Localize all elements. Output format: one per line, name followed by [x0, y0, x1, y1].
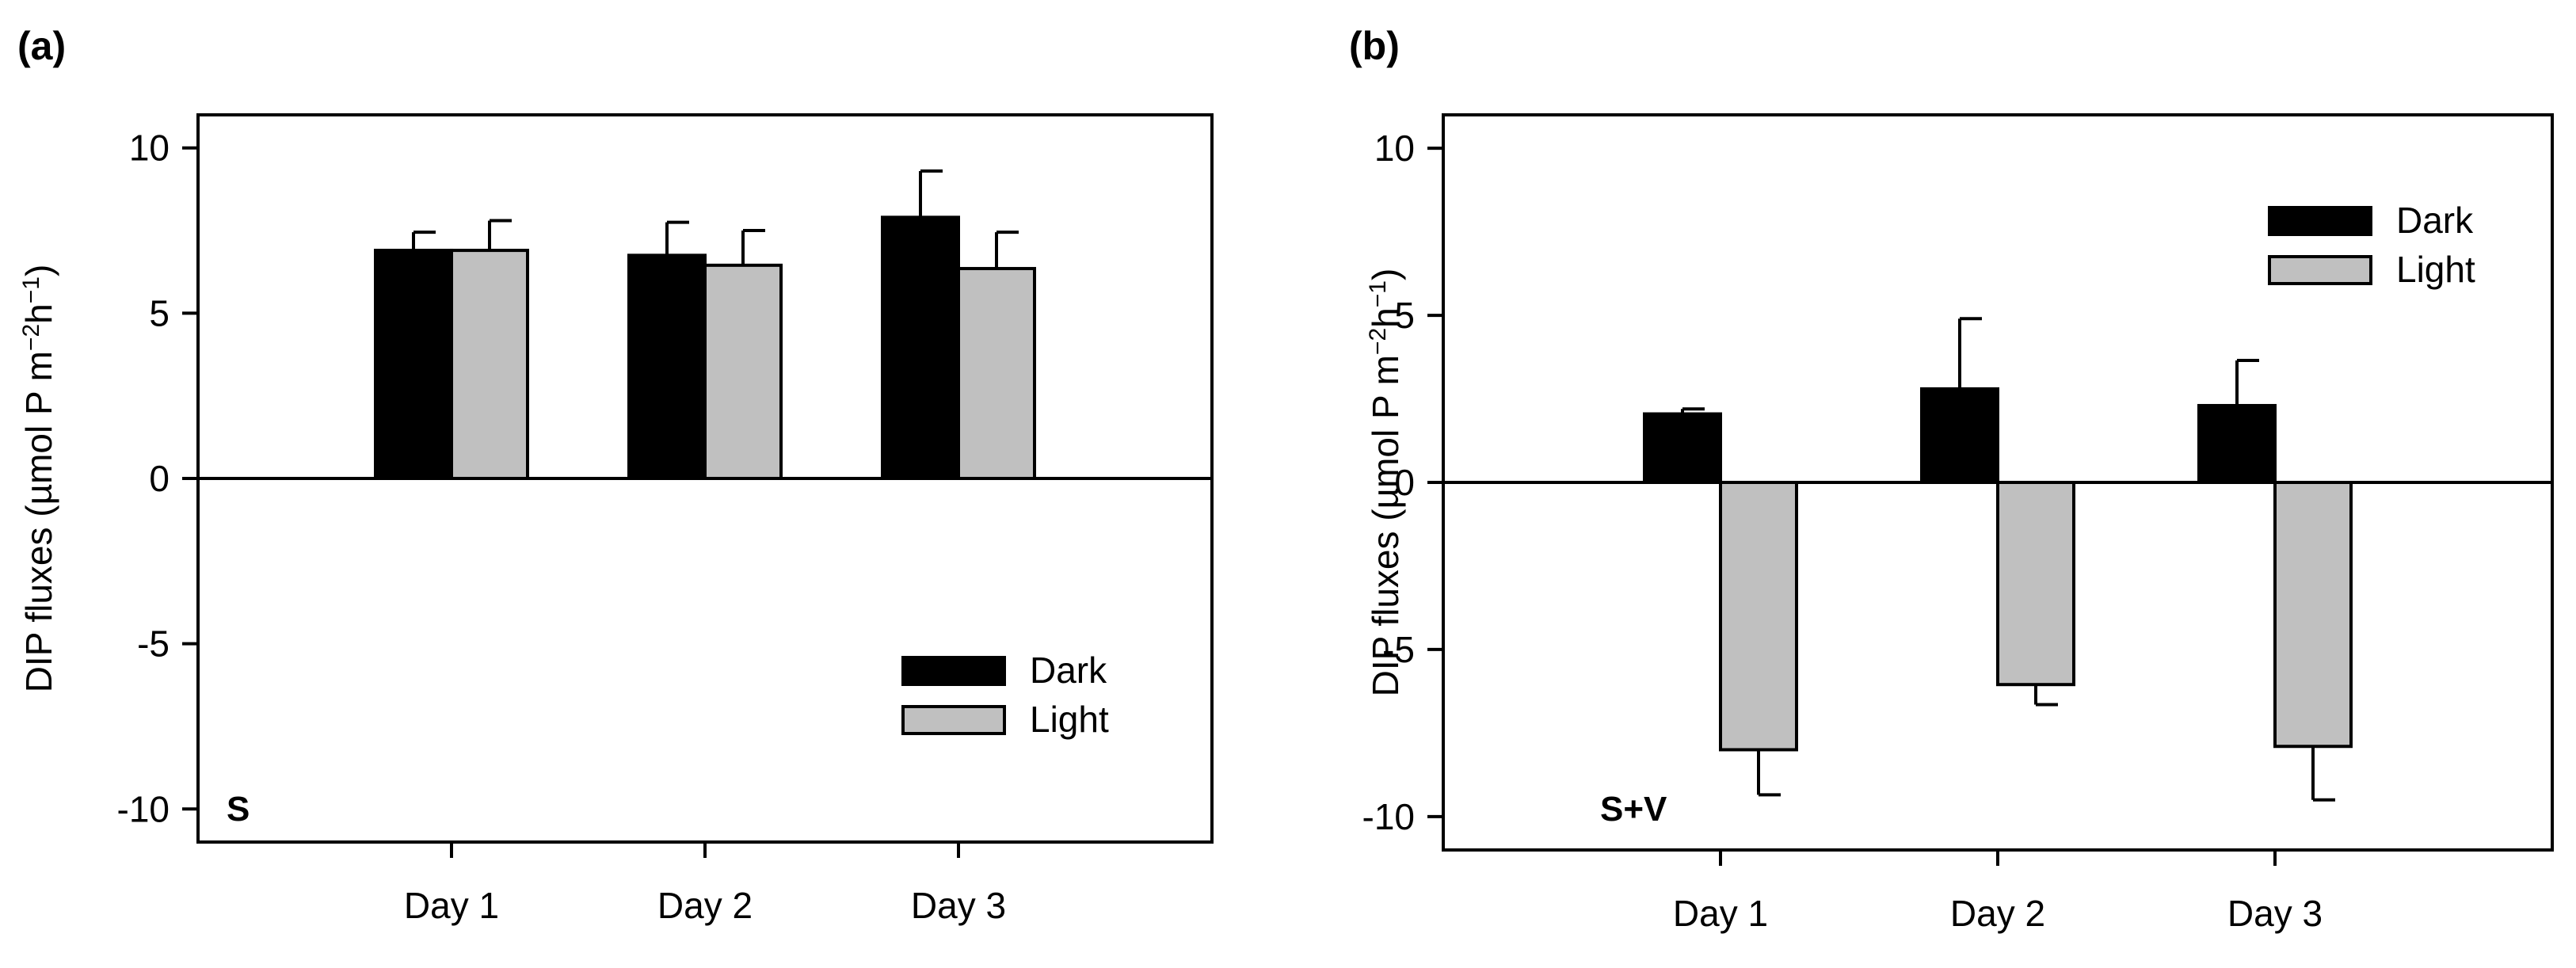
y-tick-label: -5	[137, 623, 170, 665]
legend-label-light: Light	[1030, 699, 1109, 740]
y-tick-label: 5	[149, 292, 170, 333]
panel-treatment-label: S+V	[1600, 790, 1667, 829]
bar-dark-1	[1643, 412, 1722, 485]
bar-dark-3	[2197, 403, 2277, 484]
legend-label-dark: Dark	[2396, 200, 2474, 241]
bar-dark-2	[627, 253, 707, 480]
legend-swatch-light	[2268, 255, 2372, 285]
panel-letter: (b)	[1349, 24, 1400, 68]
chart-panel-a: (a) -10 -5 0 5 10 Day 1 Day 2 Day 3 DIP fluxes (µ…	[17, 24, 1214, 926]
y-tick-label: -10	[1362, 796, 1415, 837]
x-tick-label: Day 3	[2227, 893, 2323, 934]
legend-label-light: Light	[2396, 249, 2475, 290]
x-tick-label: Day 2	[657, 885, 753, 926]
bar-dark-1	[374, 249, 453, 480]
y-tick-label: -10	[117, 788, 170, 829]
y-tick-label: 5	[1394, 295, 1415, 336]
y-axis-title: DIP fluxes (µmol P m−2h−1)	[18, 265, 59, 693]
panel-treatment-label: S	[227, 790, 250, 829]
y-tick-label: 10	[1374, 128, 1415, 169]
legend-swatch-dark	[901, 656, 1006, 686]
bar-light-2	[703, 263, 783, 480]
legend: Dark Light	[901, 650, 1109, 740]
legend-swatch-light	[901, 705, 1006, 735]
bar-light-3	[957, 267, 1036, 480]
bar-dark-2	[1920, 387, 1999, 484]
y-tick-label: 10	[129, 128, 170, 169]
x-tick-label: Day 2	[1950, 893, 2045, 934]
legend: Dark Light	[2268, 200, 2475, 290]
bar-light-1	[1719, 481, 1798, 752]
bar-dark-3	[881, 215, 960, 480]
y-tick-label: 0	[149, 458, 170, 499]
y-tick-label: -5	[1382, 629, 1415, 670]
y-tick-label: 0	[1394, 462, 1415, 503]
x-tick-label: Day 1	[1673, 893, 1768, 934]
chart-panel-b: (b) -10 -5 0 5 10 Day 1 Day 2 Day 3 DIP fluxes (µ…	[1349, 24, 2554, 934]
panel-letter: (a)	[17, 24, 66, 68]
legend-label-dark: Dark	[1030, 650, 1107, 691]
y-axis-title: DIP fluxes (µmol P m−2h−1)	[1365, 269, 1406, 697]
x-tick-label: Day 1	[404, 885, 499, 926]
legend-swatch-dark	[2268, 206, 2372, 236]
bar-light-3	[2273, 481, 2353, 749]
bar-light-2	[1996, 481, 2075, 687]
x-tick-label: Day 3	[911, 885, 1006, 926]
bar-light-1	[450, 249, 529, 480]
